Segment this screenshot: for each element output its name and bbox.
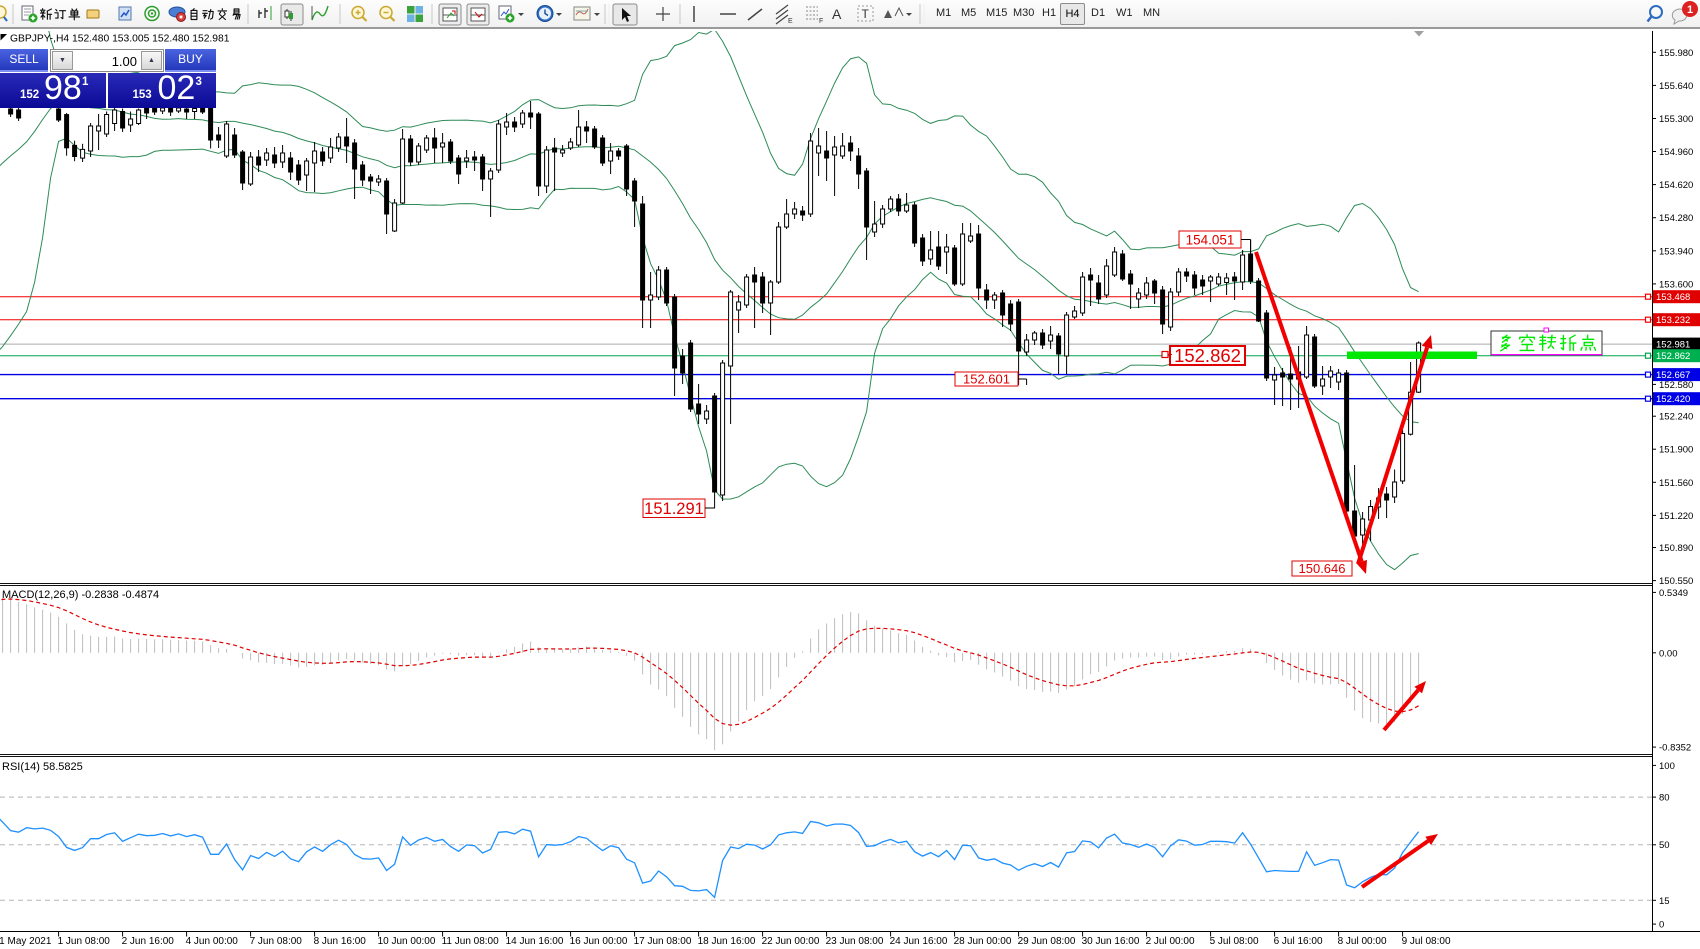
svg-text:150.890: 150.890 [1659, 543, 1693, 554]
svg-text:24 Jun 16:00: 24 Jun 16:00 [890, 936, 948, 947]
svg-text:0: 0 [1659, 920, 1664, 931]
svg-text:11 Jun 08:00: 11 Jun 08:00 [442, 936, 500, 947]
svg-text:151.900: 151.900 [1659, 445, 1693, 456]
svg-text:A: A [832, 6, 842, 22]
svg-text:30 Jun 16:00: 30 Jun 16:00 [1082, 936, 1140, 947]
svg-text:151.560: 151.560 [1659, 478, 1693, 489]
svg-text:150.646: 150.646 [1299, 561, 1346, 576]
svg-text:8 Jul 00:00: 8 Jul 00:00 [1338, 936, 1387, 947]
svg-text:153.232: 153.232 [1656, 315, 1690, 326]
svg-text:17 Jun 08:00: 17 Jun 08:00 [634, 936, 692, 947]
svg-text:154.620: 154.620 [1659, 180, 1693, 191]
svg-text:T: T [862, 7, 870, 21]
svg-text:155.980: 155.980 [1659, 48, 1693, 59]
svg-text:6 Jul 16:00: 6 Jul 16:00 [1274, 936, 1323, 947]
svg-text:7 Jun 08:00: 7 Jun 08:00 [250, 936, 303, 947]
svg-text:155.300: 155.300 [1659, 114, 1693, 125]
svg-text:RSI(14) 58.5825: RSI(14) 58.5825 [2, 761, 83, 773]
svg-text:153.940: 153.940 [1659, 246, 1693, 257]
svg-text:E: E [788, 18, 793, 25]
svg-text:152.240: 152.240 [1659, 412, 1693, 423]
svg-text:15: 15 [1659, 896, 1670, 907]
svg-text:9 Jul 08:00: 9 Jul 08:00 [1402, 936, 1451, 947]
svg-text:F: F [819, 18, 823, 25]
svg-text:152.580: 152.580 [1659, 380, 1693, 391]
svg-text:-0.8352: -0.8352 [1659, 743, 1691, 754]
svg-text:150.550: 150.550 [1659, 576, 1693, 587]
svg-text:22 Jun 00:00: 22 Jun 00:00 [762, 936, 820, 947]
svg-text:8 Jun 16:00: 8 Jun 16:00 [314, 936, 367, 947]
svg-text:152.601: 152.601 [963, 372, 1010, 387]
svg-text:GBPJPY-,H4 152.480 153.005 15: GBPJPY-,H4 152.480 153.005 152.480 152.9… [10, 34, 230, 45]
svg-text:151.220: 151.220 [1659, 511, 1693, 522]
svg-text:80: 80 [1659, 793, 1670, 804]
svg-text:154.960: 154.960 [1659, 147, 1693, 158]
svg-text:0.5349: 0.5349 [1659, 588, 1688, 599]
svg-text:28 Jun 00:00: 28 Jun 00:00 [954, 936, 1012, 947]
svg-text:154.280: 154.280 [1659, 213, 1693, 224]
svg-text:151.291: 151.291 [644, 500, 704, 518]
svg-text:1 Jun 08:00: 1 Jun 08:00 [58, 936, 111, 947]
svg-text:29 Jun 08:00: 29 Jun 08:00 [1018, 936, 1076, 947]
svg-text:152.862: 152.862 [1174, 345, 1241, 366]
svg-text:50: 50 [1659, 840, 1670, 851]
svg-text:152.981: 152.981 [1656, 340, 1690, 351]
svg-text:154.051: 154.051 [1186, 232, 1235, 247]
svg-text:0.00: 0.00 [1659, 648, 1678, 659]
svg-text:2 Jun 16:00: 2 Jun 16:00 [122, 936, 175, 947]
svg-text:MACD(12,26,9) -0.2838 -0.4874: MACD(12,26,9) -0.2838 -0.4874 [2, 589, 159, 601]
svg-text:5 Jul 08:00: 5 Jul 08:00 [1210, 936, 1259, 947]
svg-text:100: 100 [1659, 761, 1675, 772]
svg-text:152.862: 152.862 [1656, 351, 1690, 362]
svg-text:152.667: 152.667 [1656, 370, 1690, 381]
svg-text:1: 1 [1687, 4, 1693, 16]
svg-text:31 May 2021: 31 May 2021 [0, 936, 52, 947]
svg-text:18 Jun 16:00: 18 Jun 16:00 [698, 936, 756, 947]
svg-text:155.640: 155.640 [1659, 81, 1693, 92]
svg-text:10 Jun 00:00: 10 Jun 00:00 [378, 936, 436, 947]
svg-text:16 Jun 00:00: 16 Jun 00:00 [570, 936, 628, 947]
svg-text:14 Jun 16:00: 14 Jun 16:00 [506, 936, 564, 947]
svg-text:23 Jun 08:00: 23 Jun 08:00 [826, 936, 884, 947]
svg-text:2 Jul 00:00: 2 Jul 00:00 [1146, 936, 1195, 947]
svg-text:152.420: 152.420 [1656, 394, 1690, 405]
svg-text:4 Jun 00:00: 4 Jun 00:00 [186, 936, 239, 947]
svg-text:153.600: 153.600 [1659, 279, 1693, 290]
svg-text:153.468: 153.468 [1656, 292, 1690, 303]
